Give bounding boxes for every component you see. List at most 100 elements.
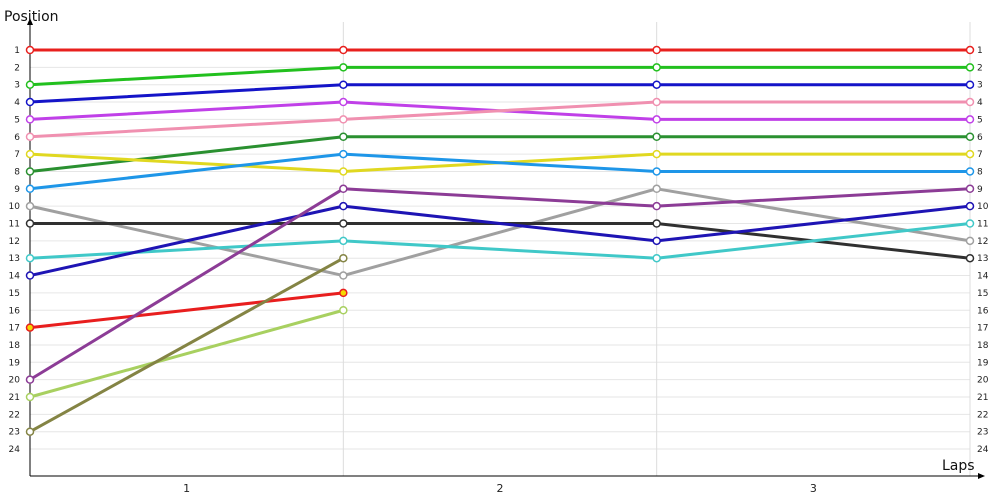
data-point (339, 115, 348, 124)
data-point (652, 253, 661, 263)
y-tick-label: 6 (977, 133, 983, 143)
y-tick-label: 1 (977, 46, 983, 56)
series-line (28, 135, 972, 173)
data-point (652, 80, 661, 89)
y-tick-label: 11 (9, 220, 20, 230)
y-tick-label: 14 (977, 272, 989, 282)
data-point (339, 288, 348, 298)
series-lines (28, 48, 972, 434)
series-line (28, 308, 345, 399)
y-tick-label: 16 (9, 306, 21, 316)
data-point (652, 97, 661, 107)
data-point (652, 132, 661, 141)
y-tick-label: 12 (9, 237, 20, 247)
y-tick-label: 3 (977, 81, 983, 91)
data-point (965, 253, 975, 263)
y-tick-label: 21 (977, 393, 988, 403)
data-point (339, 236, 348, 246)
data-point (25, 132, 35, 141)
data-point (965, 80, 975, 89)
data-point (339, 201, 348, 211)
y-tick-label: 15 (9, 289, 20, 299)
y-tick-label: 23 (9, 428, 20, 438)
y-tick-label: 16 (977, 306, 989, 316)
y-axis-title: Position (4, 9, 59, 25)
data-point (965, 236, 975, 246)
x-tick-labels: 1 2 3 (183, 482, 817, 495)
y-tick-label: 11 (977, 220, 988, 230)
series-line (28, 187, 972, 278)
y-tick-label: 18 (9, 341, 21, 351)
data-point (965, 63, 975, 72)
data-point (25, 184, 35, 194)
data-point (652, 167, 661, 176)
y-tick-label: 19 (9, 358, 21, 368)
y-tick-label: 24 (977, 445, 989, 455)
data-point (25, 97, 35, 107)
y-tick-label: 9 (14, 185, 20, 195)
data-point (25, 375, 35, 384)
y-tick-label: 8 (977, 167, 983, 177)
data-point (339, 271, 348, 280)
data-point (652, 149, 661, 159)
data-point (339, 184, 348, 194)
y-tick-label: 7 (977, 150, 983, 160)
data-point (652, 219, 661, 228)
y-tick-label: 10 (977, 202, 989, 212)
y-tick-label: 17 (977, 324, 988, 334)
data-point (25, 271, 35, 280)
data-point (25, 201, 35, 211)
axes: Position Laps (4, 9, 985, 479)
x-tick-label: 2 (497, 482, 504, 495)
y-tick-label: 20 (977, 376, 989, 386)
data-point (25, 219, 35, 228)
data-point (25, 80, 35, 89)
data-point (339, 306, 348, 315)
y-tick-label: 10 (9, 202, 21, 212)
y-tick-label: 5 (977, 115, 983, 125)
series-line (28, 187, 972, 382)
y-tick-label: 24 (9, 445, 21, 455)
data-point (965, 167, 975, 176)
data-point (339, 132, 348, 141)
data-point (339, 253, 348, 263)
data-point (965, 45, 975, 55)
data-point (25, 253, 35, 263)
y-tick-label: 4 (977, 98, 983, 108)
y-tick-label: 21 (9, 393, 20, 403)
data-point (339, 80, 348, 89)
x-axis-arrow-icon (978, 473, 985, 479)
data-point (25, 392, 35, 402)
x-axis-title: Laps (942, 458, 975, 474)
series-line (28, 83, 972, 104)
y-tick-label: 17 (9, 324, 20, 334)
data-point (25, 149, 35, 159)
y-tick-label: 8 (14, 167, 20, 177)
series-line (28, 100, 972, 139)
y-tick-label: 23 (977, 428, 988, 438)
series-line (28, 152, 972, 191)
data-point (965, 184, 975, 194)
y-axis-arrow-icon (27, 18, 33, 25)
y-tick-label: 22 (9, 410, 20, 420)
data-point (339, 219, 348, 228)
data-point (965, 201, 975, 211)
data-point (25, 45, 35, 55)
y-tick-label: 2 (14, 63, 20, 73)
data-point (25, 167, 35, 176)
data-point (339, 63, 348, 72)
data-point (652, 201, 661, 211)
y-tick-label: 13 (9, 254, 20, 264)
y-tick-label: 2 (977, 63, 983, 73)
y-tick-label: 15 (977, 289, 988, 299)
y-tick-label: 3 (14, 81, 20, 91)
y-tick-label: 5 (14, 115, 20, 125)
data-point (25, 323, 35, 332)
data-point (339, 45, 348, 55)
y-tick-label: 4 (14, 98, 20, 108)
data-point (652, 236, 661, 246)
data-point (965, 115, 975, 124)
y-tick-label: 18 (977, 341, 989, 351)
